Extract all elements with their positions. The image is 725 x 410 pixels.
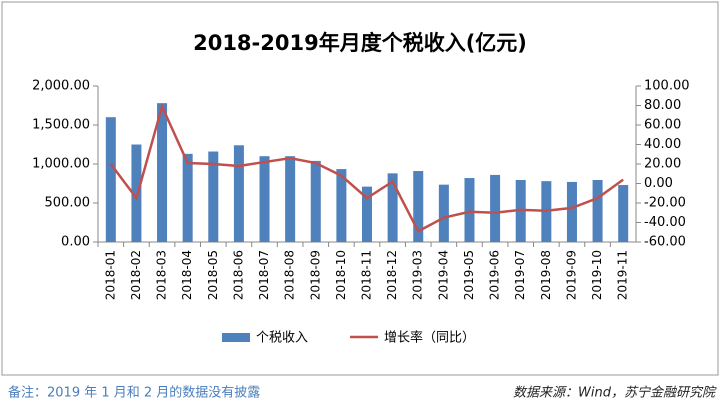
x-tick-label: 2018-06	[231, 250, 245, 300]
bar	[490, 174, 501, 242]
y2-tick-label: 100.00	[644, 79, 690, 94]
y2-tick-label: -60.00	[644, 235, 686, 250]
x-tick-label: 2019-09	[564, 250, 578, 300]
bar	[182, 153, 193, 242]
y2-tick-label: 0.00	[644, 176, 673, 191]
bar	[413, 171, 424, 242]
bar	[310, 160, 321, 242]
x-tick-label: 2018-09	[308, 250, 322, 300]
legend-label: 增长率（同比）	[384, 330, 475, 346]
x-tick-label: 2019-03	[411, 250, 425, 300]
bar	[387, 173, 398, 242]
y2-tick-label: -40.00	[644, 215, 686, 230]
x-tick-label: 2019-10	[590, 250, 604, 300]
bar	[208, 151, 219, 242]
x-tick-label: 2018-12	[385, 250, 399, 300]
legend-label: 个税收入	[256, 331, 308, 346]
y-tick-label: 500.00	[45, 196, 91, 211]
x-tick-label: 2019-04	[436, 250, 450, 300]
source-note: 数据来源：Wind，苏宁金融研究院	[513, 385, 717, 401]
bar	[233, 145, 244, 242]
bar	[105, 117, 116, 242]
x-tick-label: 2018-05	[206, 250, 220, 300]
x-tick-label: 2019-11	[616, 250, 630, 300]
y-tick-label: 0.00	[61, 235, 90, 250]
x-tick-label: 2018-01	[103, 250, 117, 300]
x-tick-label: 2018-04	[180, 250, 194, 300]
x-tick-label: 2018-10	[334, 250, 348, 300]
bar	[131, 144, 142, 242]
y2-tick-label: 60.00	[644, 118, 681, 133]
x-tick-label: 2018-03	[155, 250, 169, 300]
x-tick-label: 2019-05	[462, 250, 476, 300]
bar	[618, 185, 629, 242]
y-tick-label: 2,000.00	[32, 79, 90, 94]
bar	[592, 179, 603, 242]
bar	[157, 103, 168, 242]
bar	[362, 186, 372, 242]
y-tick-label: 1,000.00	[32, 157, 90, 172]
x-tick-label: 2018-02	[129, 250, 143, 300]
y2-tick-label: 80.00	[644, 98, 681, 113]
x-tick-label: 2019-08	[539, 250, 553, 300]
footnote: 备注：2019 年 1 月和 2 月的数据没有披露	[8, 385, 260, 401]
bar	[566, 181, 577, 242]
line	[109, 102, 624, 233]
bar	[336, 169, 347, 242]
x-tick-label: 2018-08	[283, 250, 297, 300]
bar	[464, 178, 475, 242]
bar	[438, 184, 449, 242]
y2-tick-label: -20.00	[644, 196, 686, 211]
y2-tick-label: 40.00	[644, 137, 681, 152]
x-tick-label: 2019-06	[488, 250, 502, 300]
legend-swatch	[222, 333, 250, 342]
y-tick-label: 1,500.00	[32, 118, 90, 133]
y2-tick-label: 20.00	[644, 157, 681, 172]
chart-title: 2018-2019年月度个税收入(亿元)	[193, 31, 527, 55]
x-tick-label: 2019-07	[513, 250, 527, 300]
bar	[259, 156, 270, 242]
x-tick-label: 2018-07	[257, 250, 271, 300]
x-tick-label: 2018-11	[360, 250, 374, 300]
bar	[285, 156, 296, 242]
